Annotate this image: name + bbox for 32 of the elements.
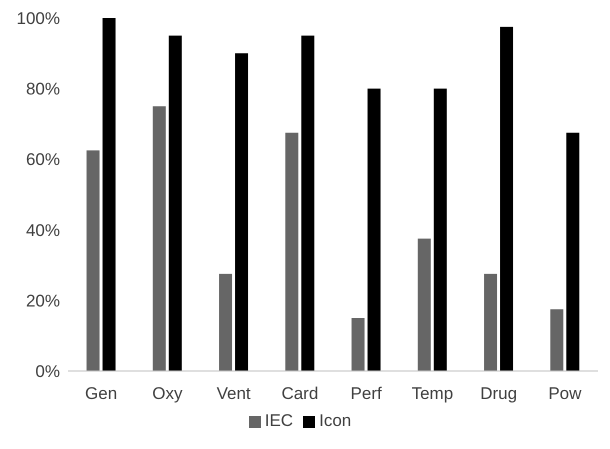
- bar: [219, 274, 232, 371]
- bar: [418, 238, 431, 371]
- bar: [168, 36, 182, 371]
- bar: [500, 26, 514, 371]
- x-tick-label: Pow: [548, 384, 582, 404]
- legend-label: IEC: [264, 411, 294, 430]
- bar: [285, 132, 298, 371]
- x-tick-label: Temp: [412, 384, 454, 404]
- bar: [102, 18, 116, 371]
- bar: [550, 309, 564, 371]
- bar: [434, 88, 447, 371]
- bar: [86, 150, 100, 371]
- bar: [566, 132, 580, 371]
- bar: [352, 318, 365, 371]
- y-tick-label: 100%: [16, 9, 60, 28]
- y-tick-label: 80%: [26, 80, 60, 99]
- x-tick-label: Vent: [216, 384, 251, 404]
- bar: [484, 274, 498, 371]
- x-tick-label: Gen: [85, 384, 118, 404]
- y-tick-label: 40%: [26, 220, 60, 240]
- bar: [152, 106, 166, 371]
- y-tick-label: 0%: [35, 362, 60, 382]
- y-tick-label: 20%: [26, 291, 60, 310]
- x-tick-label: Oxy: [152, 384, 183, 404]
- legend-label: Icon: [319, 411, 352, 430]
- x-tick-label: Card: [281, 384, 318, 404]
- bar: [301, 36, 314, 371]
- y-tick-label: 60%: [26, 150, 60, 170]
- bar: [235, 53, 248, 371]
- x-tick-label: Perf: [350, 384, 382, 404]
- x-tick-label: Drug: [480, 384, 518, 404]
- bar: [368, 88, 381, 371]
